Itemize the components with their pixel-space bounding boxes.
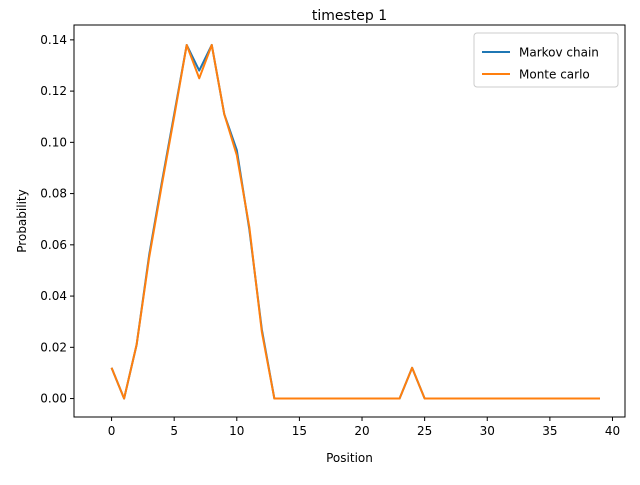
x-tick-label: 10 <box>229 424 244 438</box>
x-tick-label: 20 <box>354 424 369 438</box>
series-line-monte-carlo <box>110 43 600 400</box>
legend: Markov chain Monte carlo <box>473 32 619 88</box>
plot-frame <box>73 24 626 418</box>
series-line-markov-chain <box>110 43 600 400</box>
y-tick-label: 0.02 <box>40 340 67 354</box>
x-tick-label: 35 <box>542 424 557 438</box>
x-tick-label: 0 <box>108 424 116 438</box>
y-tick-label: 0.00 <box>40 392 67 406</box>
legend-label-markov-chain: Markov chain <box>519 46 599 60</box>
x-tick-label: 15 <box>292 424 307 438</box>
y-tick-label: 0.08 <box>40 187 67 201</box>
lines-layer <box>110 43 600 400</box>
x-axis-label: Position <box>326 451 373 465</box>
x-tick-label: 25 <box>417 424 432 438</box>
ticks-layer: 0 5 10 15 20 25 30 35 40 0.00 0.02 0.04 0.06 0.08 0.10… <box>40 33 620 438</box>
y-axis-label: Probability <box>15 189 29 252</box>
x-tick-label: 40 <box>605 424 620 438</box>
y-tick-label: 0.06 <box>40 238 67 252</box>
y-tick-label: 0.04 <box>40 289 67 303</box>
y-tick-label: 0.14 <box>40 33 67 47</box>
legend-label-monte-carlo: Monte carlo <box>519 68 590 82</box>
y-tick-label: 0.10 <box>40 135 67 149</box>
chart-title: timestep 1 <box>312 8 387 24</box>
x-tick-label: 5 <box>170 424 178 438</box>
x-tick-label: 30 <box>480 424 495 438</box>
y-tick-label: 0.12 <box>40 84 67 98</box>
